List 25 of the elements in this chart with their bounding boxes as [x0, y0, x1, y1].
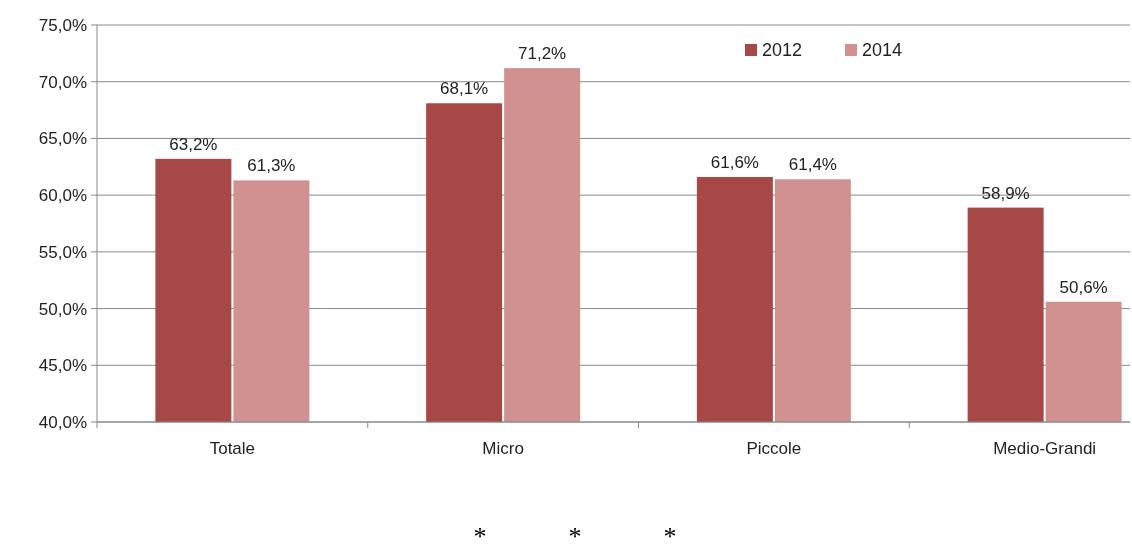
y-tick-label: 65,0%	[38, 129, 87, 149]
legend-label: 2014	[862, 40, 903, 61]
x-tick-label: Micro	[482, 439, 524, 458]
y-tick-label: 40,0%	[38, 412, 87, 432]
legend-label: 2012	[762, 40, 803, 61]
data-label: 61,3%	[247, 156, 296, 176]
y-tick-label: 60,0%	[38, 186, 87, 206]
data-label: 71,2%	[518, 44, 567, 64]
x-tick-label: Medio-Grandi	[993, 439, 1097, 458]
y-tick-label: 55,0%	[38, 242, 87, 262]
x-tick-label: Piccole	[746, 439, 802, 458]
data-label: 50,6%	[1059, 277, 1108, 297]
y-tick-label: 70,0%	[38, 72, 87, 92]
x-tick-label: Totale	[209, 439, 256, 458]
data-label: 58,9%	[981, 183, 1030, 203]
text: *	[473, 522, 487, 548]
text: *	[663, 522, 677, 548]
data-label: 61,6%	[710, 152, 759, 172]
y-tick-label: 75,0%	[38, 15, 87, 35]
y-tick-label: 45,0%	[38, 356, 87, 376]
text: *	[568, 522, 582, 548]
data-label: 61,4%	[788, 155, 837, 175]
data-label: 63,2%	[169, 134, 218, 154]
data-label: 68,1%	[440, 79, 489, 99]
y-tick-label: 50,0%	[38, 299, 87, 319]
